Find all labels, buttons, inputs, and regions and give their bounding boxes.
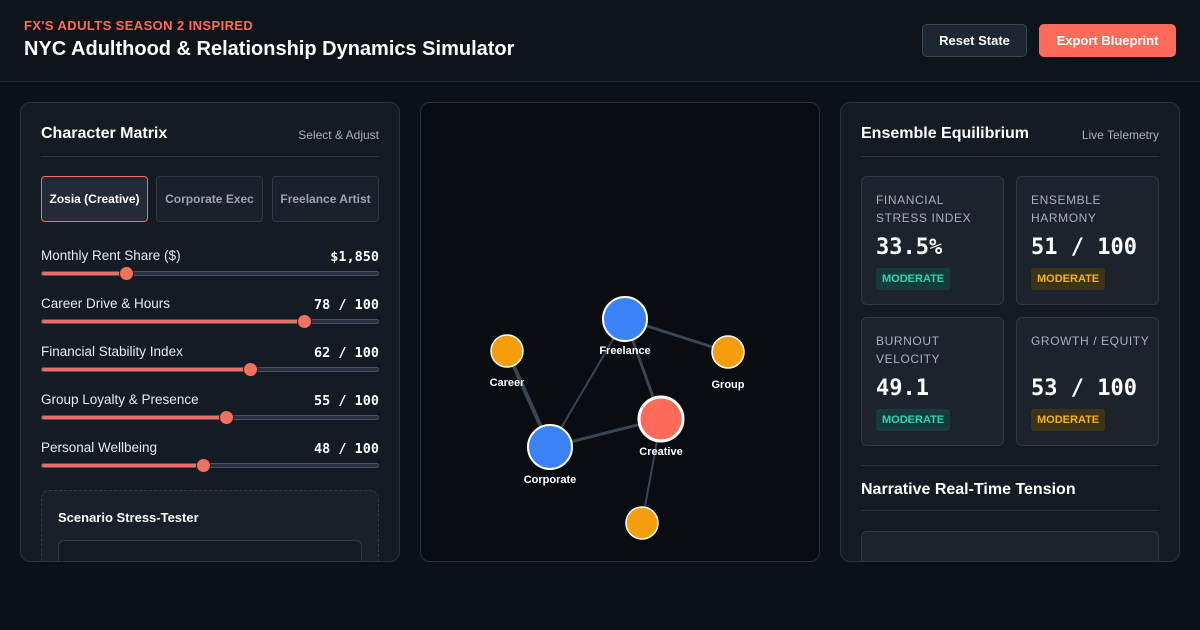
slider-label: Career Drive & Hours bbox=[41, 296, 171, 311]
slider-value: 78 / 100 bbox=[313, 297, 379, 313]
slider-label: Monthly Rent Share ($) bbox=[41, 248, 181, 263]
character-matrix-panel: Character Matrix Select & Adjust Zosia (… bbox=[20, 102, 400, 562]
node-label-creative: Creative bbox=[639, 446, 682, 458]
ensemble-equilibrium-panel: Ensemble Equilibrium Live Telemetry FINA… bbox=[840, 102, 1180, 562]
node-career[interactable] bbox=[490, 334, 524, 368]
narrative-tension-title: Narrative Real-Time Tension bbox=[861, 481, 1076, 498]
metric-financial-stress: FINANCIAL STRESS INDEX 33.5% MODERATE bbox=[861, 176, 1004, 305]
status-badge: MODERATE bbox=[1031, 409, 1106, 431]
slider-label: Group Loyalty & Presence bbox=[41, 392, 199, 407]
node-label-group: Group bbox=[712, 379, 745, 391]
equilibrium-header: Ensemble Equilibrium Live Telemetry bbox=[861, 125, 1159, 157]
slider-thumb[interactable] bbox=[195, 458, 211, 473]
metric-label: BURNOUT VELOCITY bbox=[876, 334, 941, 366]
slider-thumb[interactable] bbox=[118, 266, 134, 281]
tab-zosia-creative[interactable]: Zosia (Creative) bbox=[41, 176, 148, 222]
slider-thumb[interactable] bbox=[219, 410, 235, 425]
slider-value: 62 / 100 bbox=[313, 345, 379, 361]
financial-stability-slider: Financial Stability Index 62 / 100 bbox=[41, 344, 379, 384]
reset-state-button[interactable]: Reset State bbox=[922, 24, 1027, 57]
metric-ensemble-harmony: ENSEMBLE HARMONY 51 / 100 MODERATE bbox=[1016, 176, 1159, 305]
equilibrium-title: Ensemble Equilibrium bbox=[861, 125, 1030, 142]
slider-fill bbox=[42, 368, 251, 371]
export-blueprint-button[interactable]: Export Blueprint bbox=[1039, 24, 1176, 57]
slider-fill bbox=[42, 272, 126, 275]
narrative-tension-card bbox=[861, 531, 1159, 561]
node-label-freelance: Freelance bbox=[599, 345, 650, 357]
node-creative[interactable] bbox=[637, 395, 685, 443]
stress-tester-title: Scenario Stress-Tester bbox=[58, 510, 199, 525]
equilibrium-meta: Live Telemetry bbox=[1081, 128, 1159, 142]
header-eyebrow: FX'S ADULTS SEASON 2 INSPIRED bbox=[24, 18, 254, 33]
slider-thumb[interactable] bbox=[296, 314, 312, 329]
metric-value: 53 / 100 bbox=[1031, 376, 1137, 401]
personal-wellbeing-slider: Personal Wellbeing 48 / 100 bbox=[41, 440, 379, 480]
slider-value: 48 / 100 bbox=[313, 441, 379, 457]
metric-burnout-velocity: BURNOUT VELOCITY 49.1 MODERATE bbox=[861, 317, 1004, 446]
app-title: NYC Adulthood & Relationship Dynamics Si… bbox=[24, 38, 515, 60]
node-corporate[interactable] bbox=[527, 424, 573, 470]
relationship-network-panel: Freelance Career Group Creative Corporat… bbox=[420, 102, 820, 562]
scenario-stress-tester: Scenario Stress-Tester bbox=[41, 490, 379, 561]
section-divider bbox=[861, 465, 1159, 466]
slider-track[interactable] bbox=[41, 266, 379, 281]
node-freelance[interactable] bbox=[602, 296, 648, 342]
character-matrix-meta: Select & Adjust bbox=[298, 128, 379, 142]
status-badge: MODERATE bbox=[876, 268, 951, 290]
section-divider bbox=[861, 510, 1159, 511]
app-header: FX'S ADULTS SEASON 2 INSPIRED NYC Adulth… bbox=[0, 0, 1200, 82]
tab-freelance-artist[interactable]: Freelance Artist bbox=[272, 176, 379, 222]
group-loyalty-slider: Group Loyalty & Presence 55 / 100 bbox=[41, 392, 379, 432]
status-badge: MODERATE bbox=[1031, 268, 1106, 290]
slider-thumb[interactable] bbox=[242, 362, 258, 377]
edge-freelance-corporate bbox=[549, 318, 626, 448]
slider-track[interactable] bbox=[41, 410, 379, 425]
status-badge: MODERATE bbox=[876, 409, 951, 431]
node-group[interactable] bbox=[711, 335, 745, 369]
node-unlabeled[interactable] bbox=[625, 506, 659, 540]
node-label-corporate: Corporate bbox=[524, 474, 577, 486]
metric-value: 33.5% bbox=[876, 235, 943, 260]
scenario-input[interactable] bbox=[58, 540, 362, 561]
slider-track[interactable] bbox=[41, 314, 379, 329]
slider-value: $1,850 bbox=[330, 249, 379, 265]
metric-label: ENSEMBLE HARMONY bbox=[1031, 193, 1102, 225]
metric-growth-equity: GROWTH / EQUITY 53 / 100 MODERATE bbox=[1016, 317, 1159, 446]
relationship-network-graph: Freelance Career Group Creative Corporat… bbox=[490, 296, 745, 540]
slider-track[interactable] bbox=[41, 362, 379, 377]
network-nodes: Freelance Career Group Creative Corporat… bbox=[490, 296, 745, 540]
metric-value: 49.1 bbox=[876, 376, 929, 401]
slider-label: Personal Wellbeing bbox=[41, 440, 158, 455]
metric-label: GROWTH / EQUITY bbox=[1031, 334, 1150, 348]
character-matrix-title: Character Matrix bbox=[41, 125, 168, 142]
metric-value: 51 / 100 bbox=[1031, 235, 1137, 260]
slider-fill bbox=[42, 464, 204, 467]
career-drive-slider: Career Drive & Hours 78 / 100 bbox=[41, 296, 379, 336]
node-label-career: Career bbox=[490, 377, 526, 389]
slider-track[interactable] bbox=[41, 458, 379, 473]
rent-share-slider: Monthly Rent Share ($) $1,850 bbox=[41, 248, 379, 288]
slider-value: 55 / 100 bbox=[313, 393, 379, 409]
slider-fill bbox=[42, 320, 305, 323]
character-matrix-header: Character Matrix Select & Adjust bbox=[41, 125, 379, 157]
metric-label: FINANCIAL STRESS INDEX bbox=[876, 193, 972, 225]
slider-fill bbox=[42, 416, 227, 419]
slider-label: Financial Stability Index bbox=[41, 344, 183, 359]
tab-corporate-exec[interactable]: Corporate Exec bbox=[156, 176, 263, 222]
